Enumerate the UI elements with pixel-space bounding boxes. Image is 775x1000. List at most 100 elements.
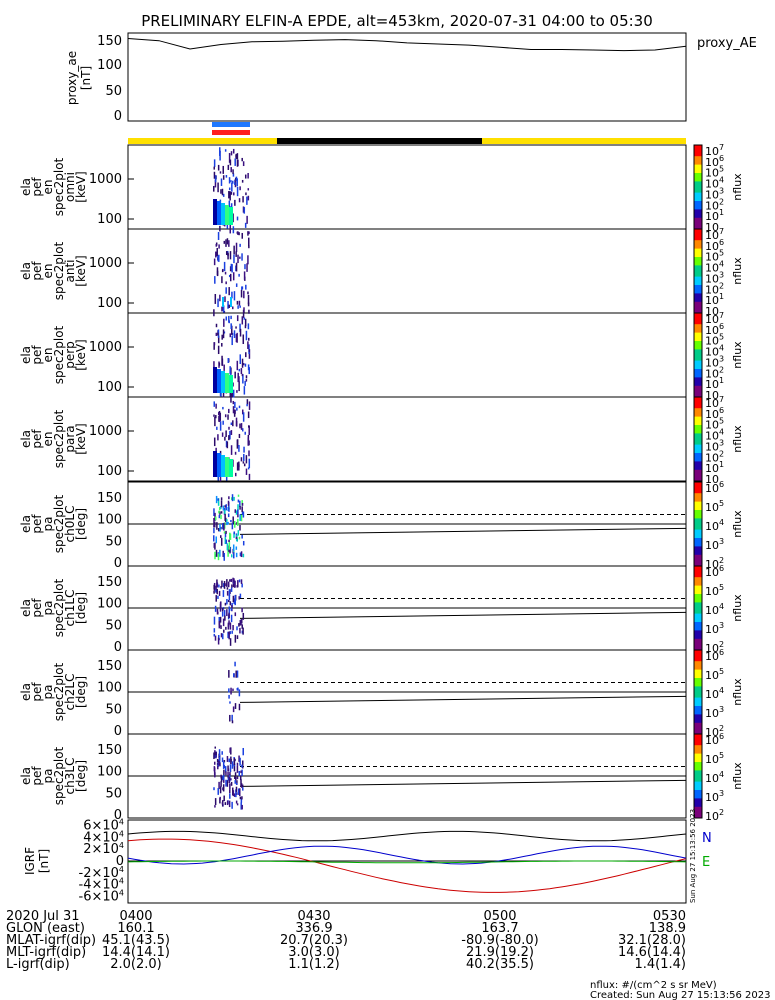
spectrogram-pixel bbox=[213, 584, 215, 590]
colorbar-cell bbox=[694, 231, 702, 236]
spectrogram-pixel bbox=[222, 607, 225, 610]
spectrogram-pixel bbox=[213, 342, 216, 346]
spectrogram-pixel bbox=[242, 309, 245, 318]
spectrogram-pixel bbox=[225, 504, 227, 511]
footer-value: 1.4(1.4) bbox=[635, 957, 687, 972]
spectrogram-pixel bbox=[216, 759, 219, 763]
spectrogram-pixel bbox=[236, 153, 239, 160]
colorbar-unit: nflux bbox=[731, 678, 744, 706]
spectrogram-pixel bbox=[223, 318, 225, 327]
spectrogram-pixel bbox=[237, 580, 239, 588]
colorbar-cell bbox=[694, 369, 702, 373]
colorbar-cell bbox=[694, 675, 702, 679]
spectrogram-pixel bbox=[247, 302, 250, 307]
colorbar-cell bbox=[694, 329, 702, 334]
spectrogram-pixel bbox=[238, 273, 240, 277]
spectrogram-pixel bbox=[231, 494, 234, 502]
spectrogram-pixel bbox=[231, 522, 234, 530]
energy-ylabel-line: en bbox=[41, 348, 55, 363]
spectrogram-pixel bbox=[238, 232, 240, 236]
spectrogram-pixel bbox=[238, 376, 240, 382]
energy-ylabel-line: [keV] bbox=[74, 339, 88, 370]
spectrogram-pixel bbox=[230, 263, 233, 270]
colorbar-cell bbox=[694, 764, 702, 769]
spectrogram-pixel bbox=[220, 506, 222, 510]
colorbar-cell bbox=[694, 736, 702, 741]
spectrogram-pixel bbox=[218, 781, 220, 790]
spectrogram-pixel bbox=[239, 593, 242, 599]
energy-ytick: 1000 bbox=[89, 424, 122, 439]
spectrogram-pixel bbox=[215, 589, 217, 593]
spectrogram-pixel bbox=[238, 623, 240, 627]
spectrogram-pixel bbox=[239, 243, 241, 247]
spectrogram-pixel bbox=[241, 157, 243, 162]
spectrogram-pixel bbox=[230, 519, 232, 523]
spectrogram-pixel bbox=[221, 355, 223, 366]
pitch-ytick: 100 bbox=[97, 513, 122, 528]
spectrogram-pixel bbox=[228, 541, 231, 550]
spectrogram-pixel bbox=[213, 451, 217, 477]
spectrogram-pixel bbox=[240, 619, 242, 626]
spectrogram-pixel bbox=[248, 344, 250, 353]
spectrogram-pixel bbox=[216, 588, 218, 595]
colorbar-cell bbox=[694, 198, 702, 202]
pitch-ytick: 50 bbox=[105, 534, 122, 549]
colorbar-cell bbox=[694, 582, 702, 587]
spectrogram-pixel bbox=[246, 399, 249, 405]
spectrogram-pixel bbox=[224, 513, 226, 521]
spectrogram-pixel bbox=[240, 423, 243, 430]
spectrogram-pixel bbox=[227, 549, 229, 557]
spectrogram-pixel bbox=[215, 332, 218, 336]
colorbar-cell bbox=[694, 287, 702, 292]
spectrogram-pixel bbox=[239, 423, 241, 429]
spectrogram-pixel bbox=[233, 552, 235, 559]
footer-value: 0430 bbox=[297, 909, 330, 924]
colorbar-cell bbox=[694, 524, 702, 528]
science-zone-red bbox=[212, 130, 250, 135]
spectrogram-pixel bbox=[244, 222, 247, 228]
spectrogram-pixel bbox=[242, 747, 244, 756]
spectrogram-pixel bbox=[213, 535, 215, 542]
colorbar-cell bbox=[694, 585, 702, 589]
spectrogram-pixel bbox=[213, 633, 216, 637]
colorbar-cell bbox=[694, 717, 702, 721]
colorbar-cell bbox=[694, 543, 702, 547]
spectrogram-pixel bbox=[229, 375, 233, 393]
spectrogram-pixel bbox=[213, 508, 215, 516]
spectrogram-pixel bbox=[230, 781, 233, 786]
spectrogram-pixel bbox=[230, 687, 232, 695]
colorbar-cell bbox=[694, 408, 702, 412]
spectrogram-pixel bbox=[231, 720, 234, 724]
spectrogram-pixel bbox=[238, 755, 240, 762]
pitch-ylabel-line: pa bbox=[41, 685, 55, 700]
spectrogram-pixel bbox=[230, 778, 232, 781]
ae-ylabel-unit: [nT] bbox=[79, 66, 93, 90]
spectrogram-pixel bbox=[240, 368, 243, 375]
spectrogram-pixel bbox=[233, 330, 236, 338]
spectrogram-pixel bbox=[238, 445, 240, 452]
spectrogram-pixel bbox=[229, 638, 232, 646]
spectrogram-pixel bbox=[228, 287, 230, 296]
spectrogram-pixel bbox=[235, 536, 238, 539]
spectrogram-pixel bbox=[234, 509, 237, 513]
spectrogram-pixel bbox=[213, 761, 216, 765]
spectrogram-pixel bbox=[236, 159, 239, 167]
colorbar-cell bbox=[694, 391, 702, 395]
colorbar-tick: 105 bbox=[705, 751, 724, 766]
spectrogram-pixel bbox=[245, 375, 248, 379]
spectrogram-pixel bbox=[232, 213, 234, 223]
spectrogram-pixel bbox=[232, 180, 234, 184]
spectrogram-pixel bbox=[248, 425, 250, 436]
spectrogram-pixel bbox=[223, 769, 225, 777]
spectrogram-pixel bbox=[213, 787, 215, 791]
spectrogram-pixel bbox=[248, 237, 250, 247]
pitch-ytick: 100 bbox=[97, 681, 122, 696]
spectrogram-pixel bbox=[227, 164, 230, 170]
spectrogram-pixel bbox=[248, 473, 251, 480]
spectrogram-pixel bbox=[236, 186, 239, 197]
colorbar-cell bbox=[694, 756, 702, 760]
spectrogram-pixel bbox=[237, 504, 239, 512]
spectrogram-pixel bbox=[238, 405, 241, 409]
pitch-ytick: 150 bbox=[97, 491, 122, 506]
